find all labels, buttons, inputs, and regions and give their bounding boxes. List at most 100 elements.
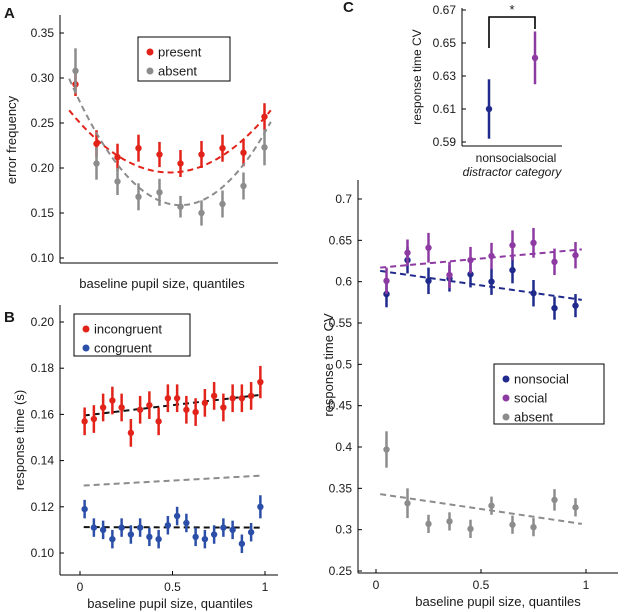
data-point [90,524,98,531]
data-point [425,277,432,285]
y-tick-label: 0.7 [335,192,352,206]
data-point [114,178,121,185]
legend-marker [82,344,90,352]
legend-label: incongruent [94,322,162,337]
data-point [467,525,474,533]
y-axis-label: error frequency [4,95,19,184]
data-point [531,54,539,62]
data-point [81,505,88,513]
data-point [173,395,181,402]
data-point [156,189,163,196]
y-axis-label: response time CV [410,29,424,124]
data-point [446,271,453,279]
data-point [155,535,162,543]
data-point [135,193,142,200]
data-point [247,529,255,536]
series-present [68,72,272,177]
legend-label: present [158,45,202,60]
data-point [219,200,226,208]
data-point [99,526,107,534]
data-point [81,418,88,425]
legend-label: absent [514,410,553,425]
data-point [509,266,516,274]
data-point [127,429,135,437]
data-point [164,395,172,402]
y-tick-label: 0.67 [433,3,457,17]
y-tick-label: 0.15 [31,206,55,220]
data-point [219,145,226,152]
data-point [177,160,184,167]
data-point [383,446,390,453]
data-point [383,277,390,285]
y-tick-label: 0.30 [31,71,55,85]
data-point [192,408,199,416]
data-point [261,144,268,151]
y-axis-label: response time CV [321,313,336,417]
data-point [240,149,247,156]
y-tick-label: 0.61 [433,102,457,116]
fit-line-nonsocial [380,269,582,301]
data-point [192,533,199,541]
data-point [240,182,247,190]
y-tick-label: 0.25 [329,564,353,578]
legend-marker [502,394,510,402]
legend-box [73,313,191,357]
legend-label: social [514,391,547,406]
data-point [229,395,236,402]
x-tick-label: 0.5 [164,580,181,594]
y-tick-label: 0.45 [329,399,353,413]
x-tick-label: 0 [373,578,380,592]
data-point [551,496,558,504]
panel-B: 0.10 0.12 0.14 0.16 0.18 0.20 0 0.5 1 baseline pu… [4,305,278,611]
data-point [425,244,432,251]
data-point [201,535,209,543]
y-tick-label: 0.6 [335,275,352,289]
data-point [404,249,411,256]
fit-line-absent [380,493,582,525]
data-point [425,520,432,528]
series-absent [68,48,272,226]
significance-star: * [509,2,514,17]
data-point [198,151,205,158]
data-point [127,531,135,538]
panel-A: 0.10 0.15 0.20 0.25 0.30 0.35 baseline pupil s… [4,5,278,291]
data-point [509,521,516,528]
data-point [72,67,79,75]
series-absent [380,431,582,538]
y-tick-label: 0.35 [31,26,55,40]
y-tick-label: 0.3 [335,523,352,537]
x-axis-label: baseline pupil size, quantiles [87,596,253,611]
y-tick-label: 0.63 [433,69,457,83]
legend: incongruent congruent [73,313,191,357]
y-tick-label: 0.10 [31,546,55,560]
legend-marker [502,375,510,383]
data-point [210,392,218,400]
data-point [509,242,516,249]
y-tick-label: 0.65 [329,233,353,247]
data-point [446,518,453,525]
legend-marker [502,413,510,421]
data-point [488,252,495,260]
data-point [135,145,142,152]
legend-label: nonsocial [514,372,569,387]
data-point [261,113,268,120]
fit-line-present [68,109,272,174]
x-tick-label: 0.5 [473,578,490,592]
data-point [109,535,116,543]
y-tick-label: 0.14 [31,454,55,468]
data-point [183,519,190,527]
data-point [201,399,209,407]
legend: present absent [137,36,231,82]
legend-marker [82,325,90,333]
x-axis-label: baseline pupil size, quantiles [79,276,245,291]
x-tick-label: 1 [583,578,590,592]
data-point [210,531,218,538]
panel-letter: A [4,5,15,22]
legend-label: congruent [94,341,152,356]
data-point [257,378,264,386]
data-point [238,395,246,402]
data-point [99,404,107,411]
fit-line-overall [83,474,262,487]
data-point [198,209,205,217]
y-tick-label: 0.25 [31,116,55,130]
